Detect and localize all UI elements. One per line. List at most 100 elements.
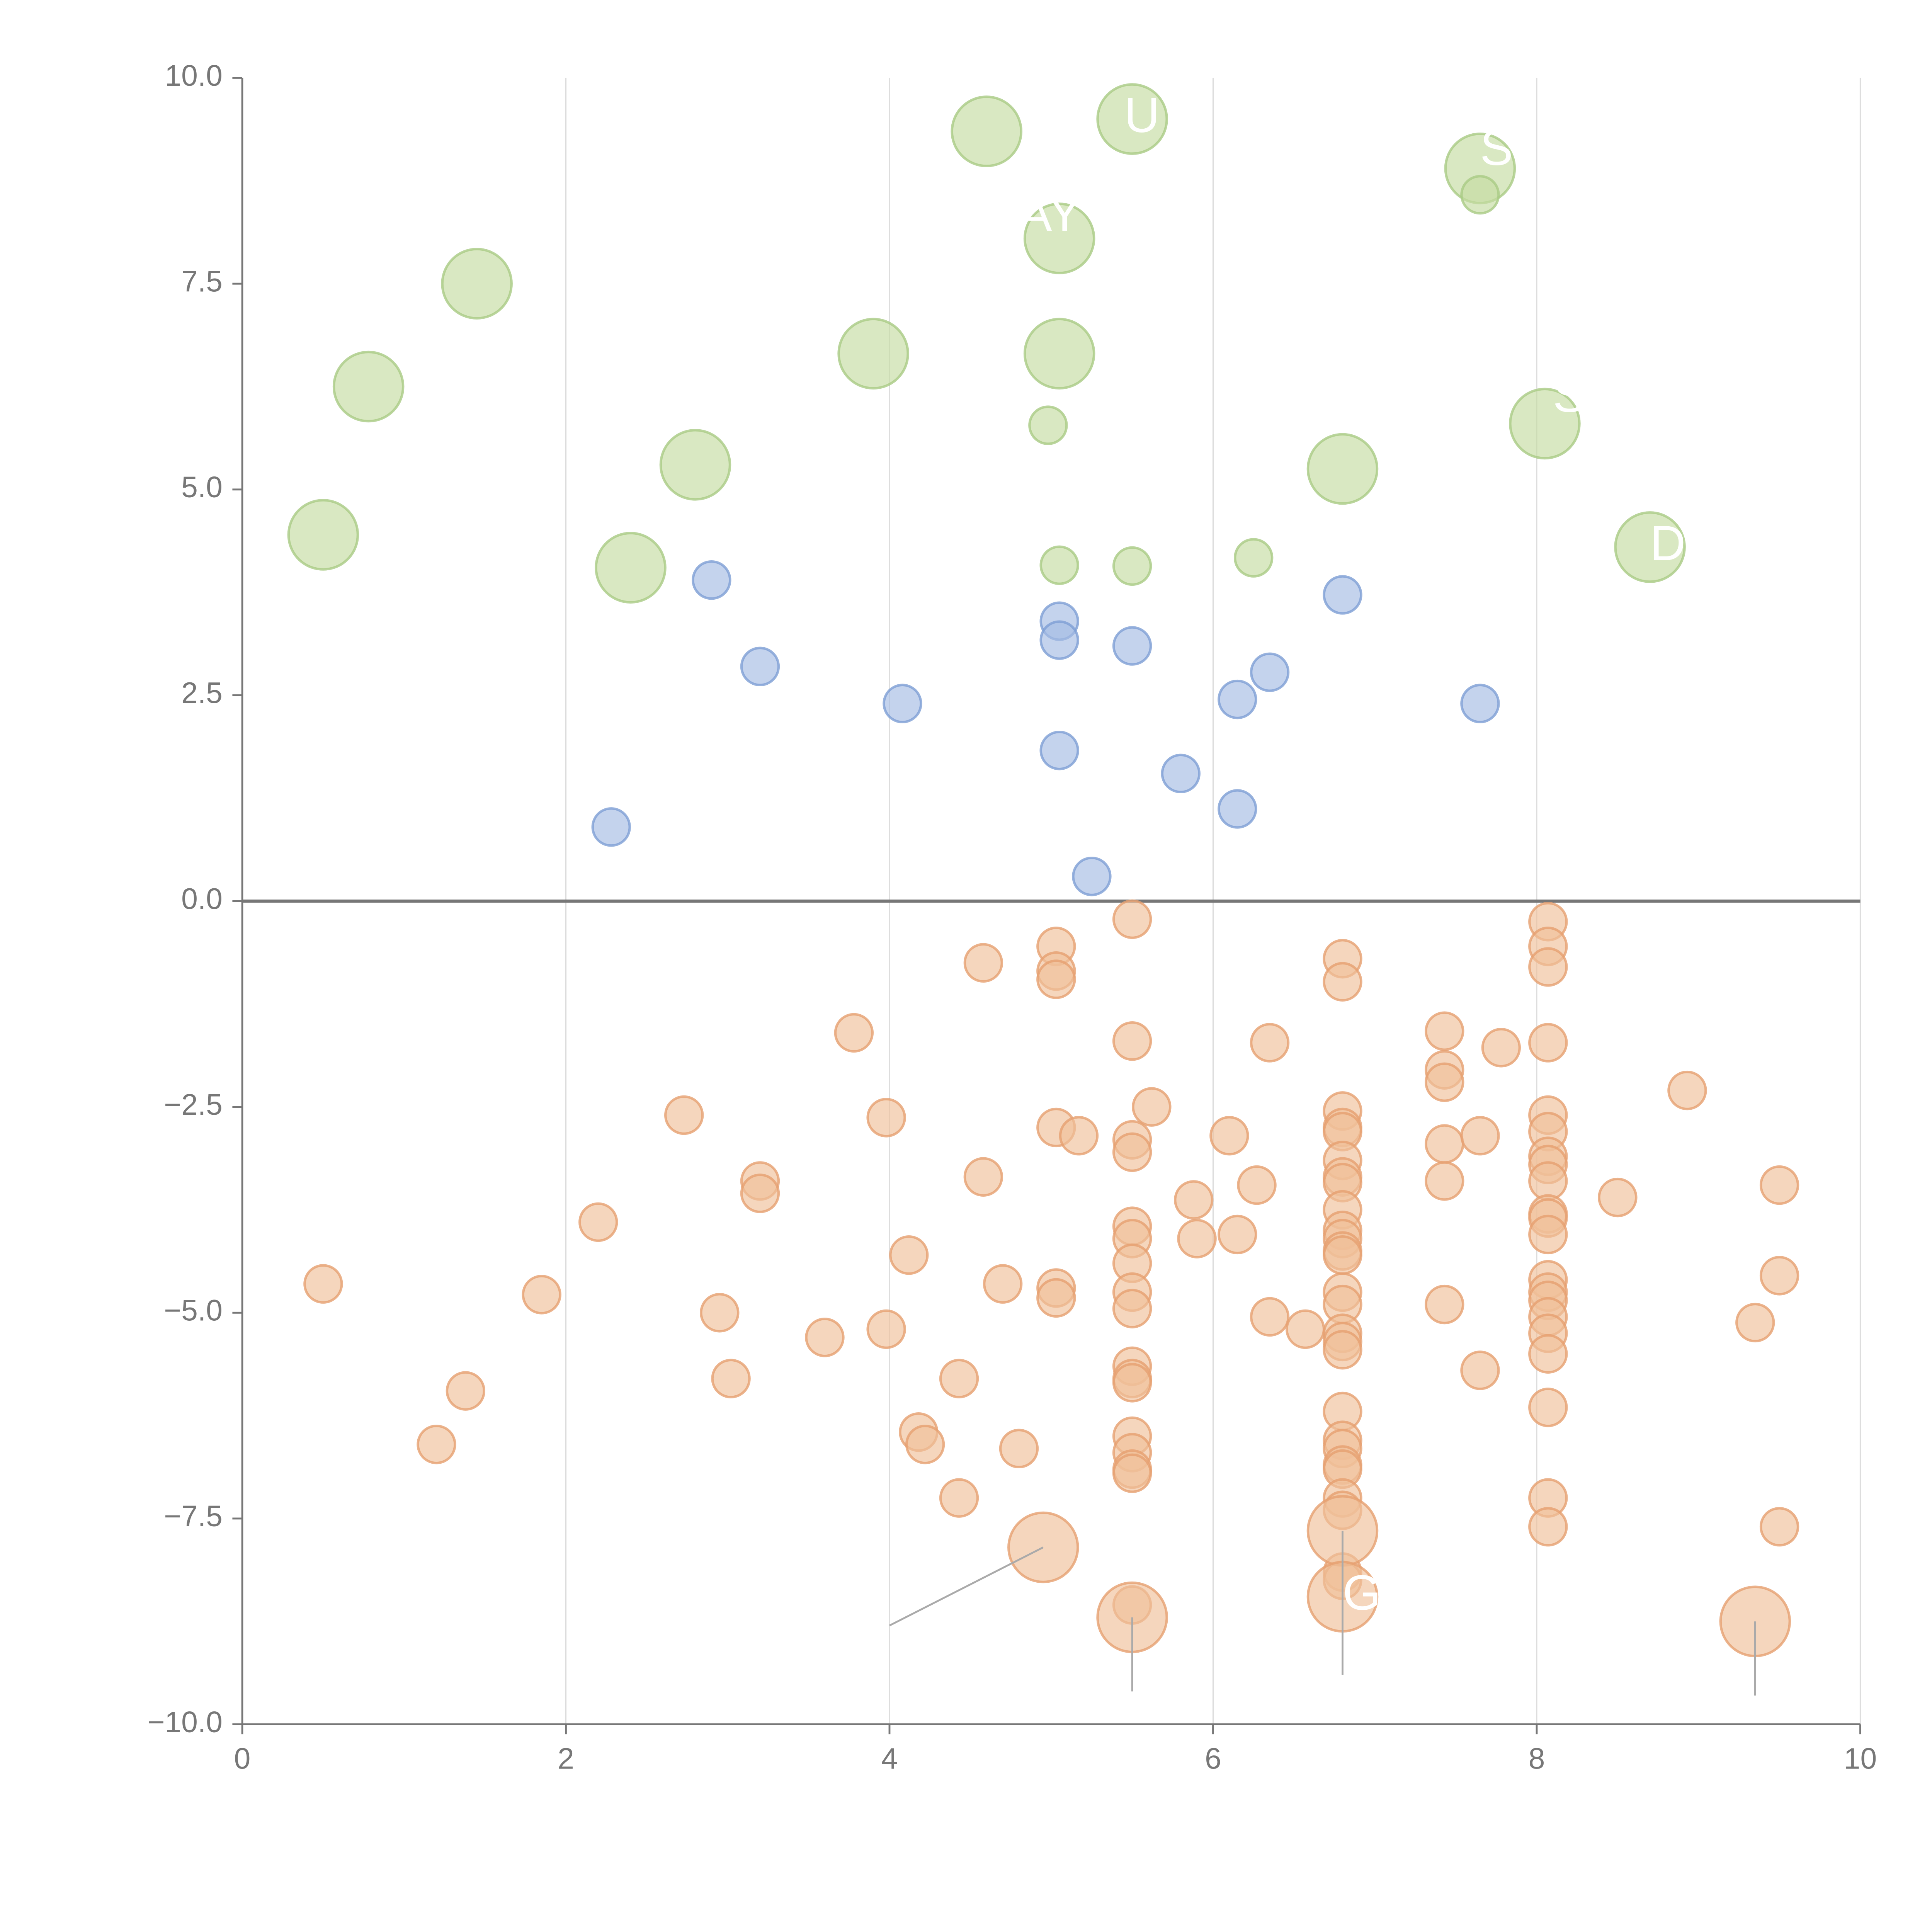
green-large-point-8 — [1023, 318, 1095, 390]
blue-point-12 — [1250, 652, 1290, 692]
point-annotations: AY U S S DIY G — [1019, 88, 1732, 1621]
green-large-point-10 — [1306, 433, 1379, 505]
blue-point-1 — [692, 560, 731, 600]
x-tick-label-2: 4 — [881, 1743, 898, 1776]
orange-small-point-28 — [1036, 1278, 1076, 1318]
green-large-point-1 — [332, 350, 405, 423]
y-tick-label-2: 5.0 — [181, 471, 223, 504]
leader-lines — [889, 1531, 1756, 1696]
orange-small-point-48 — [1174, 1180, 1214, 1220]
orange-large-point-0 — [1007, 1511, 1079, 1583]
orange-small-point-33 — [1112, 1132, 1152, 1172]
green-large-point-5 — [837, 318, 909, 390]
y-tick-label-5: −2.5 — [164, 1088, 223, 1121]
orange-small-point-112 — [1528, 1507, 1568, 1547]
orange-small-point-49 — [1177, 1219, 1217, 1259]
orange-small-point-94 — [1528, 947, 1568, 987]
green-small-point-4 — [1460, 175, 1500, 215]
orange-small-point-73 — [1323, 1330, 1362, 1370]
orange-small-point-91 — [1481, 1028, 1521, 1068]
blue-point-2 — [740, 646, 780, 687]
annotation-0: AY — [1019, 187, 1081, 242]
orange-small-point-25 — [1036, 959, 1076, 999]
orange-small-point-118 — [1759, 1507, 1799, 1547]
green-large-point-12 — [1509, 388, 1581, 460]
orange-small-point-83 — [1425, 1011, 1464, 1051]
orange-small-point-89 — [1460, 1116, 1500, 1156]
orange-small-point-20 — [963, 1157, 1003, 1197]
orange-small-point-30 — [1112, 899, 1152, 939]
orange-small-point-114 — [1667, 1070, 1707, 1111]
orange-small-point-1 — [417, 1425, 456, 1464]
blue-point-5 — [1039, 620, 1079, 660]
green-large-point-6 — [951, 95, 1023, 167]
orange-small-point-38 — [1112, 1289, 1152, 1328]
green-small-point-3 — [1233, 538, 1274, 578]
orange-small-point-18 — [939, 1359, 979, 1398]
orange-small-point-11 — [834, 1013, 874, 1053]
x-tick-label-0: 0 — [234, 1743, 251, 1776]
y-tick-label-8: −10.0 — [148, 1706, 223, 1739]
orange-small-point-109 — [1528, 1334, 1568, 1374]
y-tick-label-1: 7.5 — [181, 265, 223, 298]
x-tick-label-4: 8 — [1529, 1743, 1545, 1776]
orange-small-point-12 — [866, 1098, 906, 1138]
blue-point-9 — [1161, 753, 1201, 794]
orange-small-point-14 — [889, 1235, 929, 1275]
orange-small-point-21 — [983, 1264, 1023, 1304]
orange-small-point-2 — [446, 1371, 486, 1411]
green-small-point-0 — [1028, 405, 1068, 445]
green-small-point-2 — [1112, 546, 1152, 586]
annotation-3: S — [1553, 367, 1586, 423]
green-large-point-2 — [441, 248, 513, 320]
y-tick-label-3: 2.5 — [181, 677, 223, 710]
y-tick-label-4: 0.0 — [181, 883, 223, 915]
orange-small-point-117 — [1759, 1256, 1799, 1296]
orange-small-point-95 — [1528, 1023, 1568, 1063]
orange-small-point-5 — [664, 1095, 704, 1135]
orange-small-point-9 — [740, 1173, 780, 1213]
blue-point-6 — [1039, 730, 1079, 770]
y-tick-label-0: 10.0 — [165, 60, 222, 92]
annotation-1: U — [1124, 88, 1160, 143]
orange-small-point-45 — [1112, 1453, 1152, 1493]
orange-small-point-29 — [1059, 1116, 1099, 1156]
blue-point-10 — [1218, 679, 1257, 719]
data-points — [287, 83, 1799, 1658]
blue-point-7 — [1072, 856, 1112, 896]
axes: 0 2 4 6 8 10 10.0 7.5 5.0 2.5 0.0 −2.5 −5.0 −7.5 −10.0 — [148, 60, 1877, 1776]
blue-point-11 — [1218, 789, 1257, 829]
orange-small-point-57 — [1323, 962, 1362, 1002]
orange-small-point-115 — [1735, 1303, 1775, 1343]
green-large-point-13 — [1614, 511, 1686, 583]
orange-small-point-17 — [939, 1478, 979, 1518]
x-tick-label-3: 6 — [1205, 1743, 1221, 1776]
annotation-5: G — [1342, 1565, 1381, 1621]
blue-point-14 — [1460, 684, 1500, 723]
green-large-point-0 — [287, 499, 359, 571]
blue-point-13 — [1323, 575, 1362, 615]
blue-point-0 — [591, 807, 631, 847]
orange-small-point-52 — [1237, 1165, 1277, 1205]
green-large-point-3 — [595, 532, 667, 604]
orange-small-point-86 — [1425, 1124, 1464, 1164]
orange-small-point-116 — [1759, 1165, 1799, 1205]
orange-small-point-51 — [1218, 1214, 1257, 1255]
orange-small-point-31 — [1112, 1021, 1152, 1061]
annotation-4: DIY — [1650, 516, 1732, 571]
green-large-point-4 — [659, 429, 731, 501]
orange-small-point-113 — [1598, 1177, 1638, 1218]
y-tick-label-7: −7.5 — [164, 1500, 223, 1533]
orange-small-point-85 — [1425, 1062, 1464, 1102]
orange-small-point-100 — [1528, 1161, 1568, 1201]
orange-small-point-90 — [1460, 1350, 1500, 1390]
orange-small-point-54 — [1250, 1297, 1290, 1337]
y-tick-label-6: −5.0 — [164, 1294, 223, 1327]
orange-small-point-0 — [303, 1264, 343, 1304]
green-large-point-9 — [1096, 83, 1168, 155]
orange-small-point-47 — [1132, 1087, 1172, 1127]
orange-small-point-4 — [578, 1202, 618, 1242]
orange-small-point-88 — [1425, 1284, 1464, 1325]
orange-small-point-41 — [1112, 1363, 1152, 1403]
